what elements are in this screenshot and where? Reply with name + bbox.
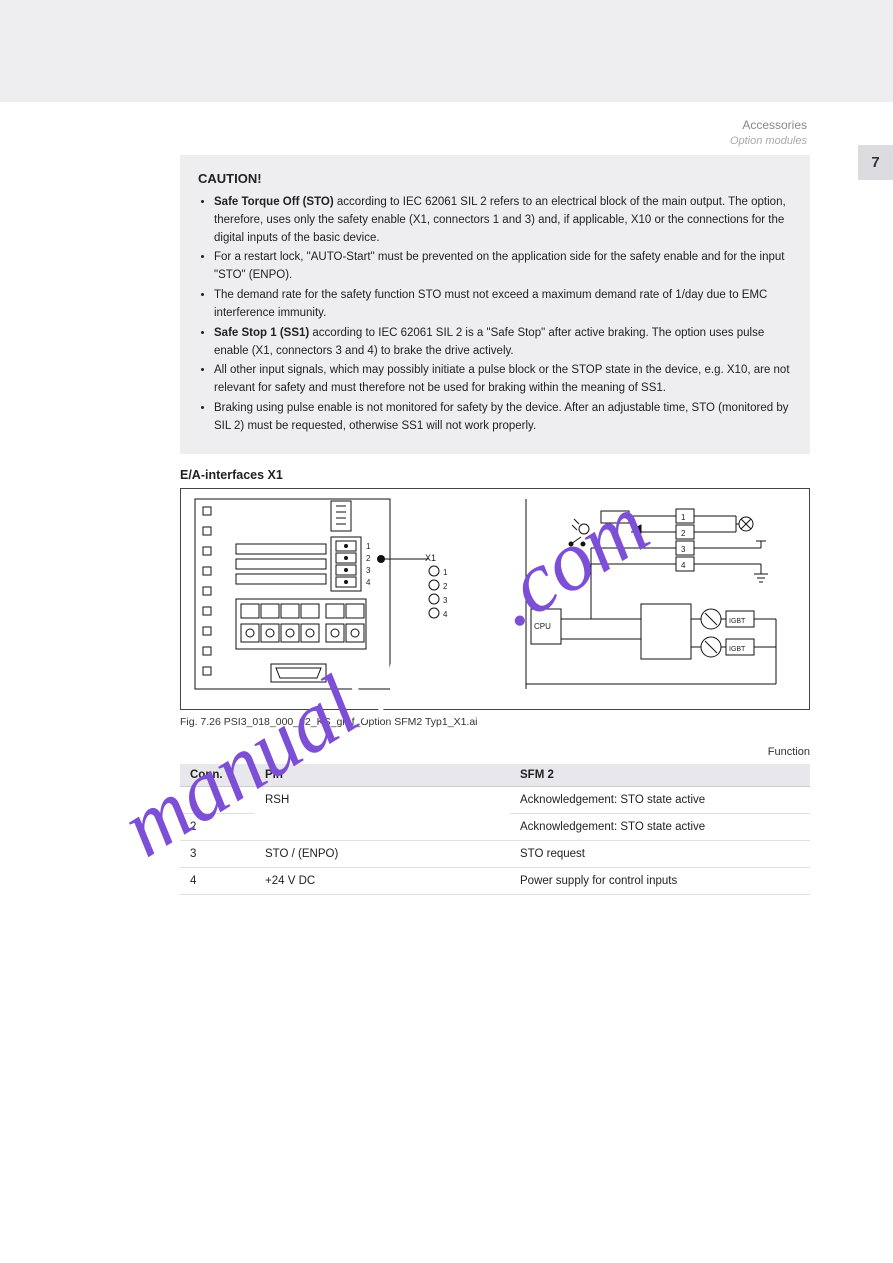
svg-text:3: 3 [681,545,686,554]
caution-title: CAUTION! [198,171,792,186]
figure-caption: Fig. 7.26 PSI3_018_000_02_KS_graf_Option… [180,716,810,728]
svg-text:1: 1 [681,513,686,522]
svg-text:4: 4 [443,610,448,619]
svg-text:2: 2 [681,529,686,538]
caution-item: The demand rate for the safety function … [214,287,792,323]
svg-text:IGBT: IGBT [729,646,746,653]
cell-conn: 1 [180,786,255,813]
table-right-heading: Function [768,746,810,758]
cell-func: Acknowledgement: STO state active [510,786,810,813]
content-wrap: CAUTION! Safe Torque Off (STO) according… [180,155,810,895]
caution-item: For a restart lock, "AUTO-Start" must be… [214,249,792,285]
svg-text:1: 1 [366,542,371,551]
caution-item: Braking using pulse enable is not monito… [214,400,792,436]
interface-table: Conn. Pin SFM 2 1 RSH Acknowledgement: S… [180,764,810,895]
cell-pin: +24 V DC [255,867,510,894]
svg-text:2: 2 [443,582,448,591]
cell-pin: STO / (ENPO) [255,840,510,867]
svg-text:3: 3 [366,566,371,575]
svg-text:IGBT: IGBT [729,618,746,625]
svg-text:4: 4 [681,561,686,570]
circuit: 1 2 3 4 [526,499,776,689]
interface-subtitle: E/A-interfaces X1 [180,468,810,482]
rail-squares [203,507,211,675]
th-pin: Pin [255,764,510,787]
table-row: 3 STO / (ENPO) STO request [180,840,810,867]
svg-text:3: 3 [443,596,448,605]
svg-text:1: 1 [443,568,448,577]
cell-func: Power supply for control inputs [510,867,810,894]
diagram-figure: 1 2 3 4 [180,488,810,710]
table-header-row: Conn. Pin SFM 2 [180,764,810,787]
table-row: 4 +24 V DC Power supply for control inpu… [180,867,810,894]
table-row: 1 RSH Acknowledgement: STO state active [180,786,810,813]
cell-func: Acknowledgement: STO state active [510,813,810,840]
diagram-svg: 1 2 3 4 [181,489,809,709]
caution-item: Safe Torque Off (STO) according to IEC 6… [214,194,792,247]
th-func: SFM 2 [510,764,810,787]
caution-item: All other input signals, which may possi… [214,362,792,398]
caution-item: Safe Stop 1 (SS1) according to IEC 62061… [214,325,792,361]
svg-text:X1: X1 [425,553,436,563]
section-heading: Accessories [742,118,807,132]
section-subheading: Option modules [730,135,807,147]
cell-conn: 2 [180,813,255,840]
x1-callout: 1 2 3 4 X1 [425,553,448,619]
caution-box: CAUTION! Safe Torque Off (STO) according… [180,155,810,454]
caution-list: Safe Torque Off (STO) according to IEC 6… [214,194,792,436]
cell-func: STO request [510,840,810,867]
cell-conn: 4 [180,867,255,894]
header-bar [0,0,893,102]
chapter-tab: 7 [858,145,893,180]
cell-conn: 3 [180,840,255,867]
th-conn: Conn. [180,764,255,787]
svg-text:CPU: CPU [534,622,551,631]
cell-pin: RSH [255,786,510,840]
svg-text:2: 2 [366,554,371,563]
svg-text:4: 4 [366,578,371,587]
